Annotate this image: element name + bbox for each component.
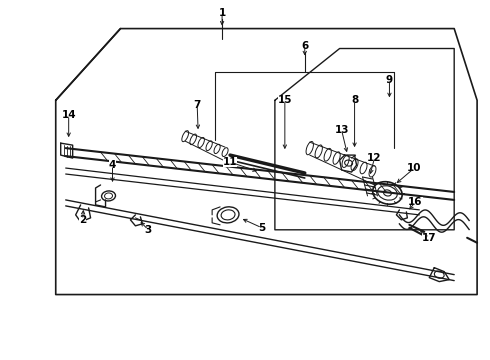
Text: 11: 11 [223, 157, 237, 167]
Text: 16: 16 [408, 197, 422, 207]
Text: 13: 13 [334, 125, 349, 135]
Text: 12: 12 [367, 153, 382, 163]
Text: 1: 1 [219, 8, 226, 18]
Text: 7: 7 [194, 100, 201, 110]
Text: 17: 17 [422, 233, 437, 243]
Text: 9: 9 [386, 75, 393, 85]
Text: 15: 15 [278, 95, 292, 105]
Text: 5: 5 [258, 223, 266, 233]
Text: 3: 3 [145, 225, 152, 235]
Text: 6: 6 [301, 41, 308, 50]
Text: 4: 4 [109, 160, 116, 170]
Text: 8: 8 [351, 95, 358, 105]
Text: 2: 2 [79, 215, 86, 225]
Text: 14: 14 [61, 110, 76, 120]
Text: 10: 10 [407, 163, 421, 173]
